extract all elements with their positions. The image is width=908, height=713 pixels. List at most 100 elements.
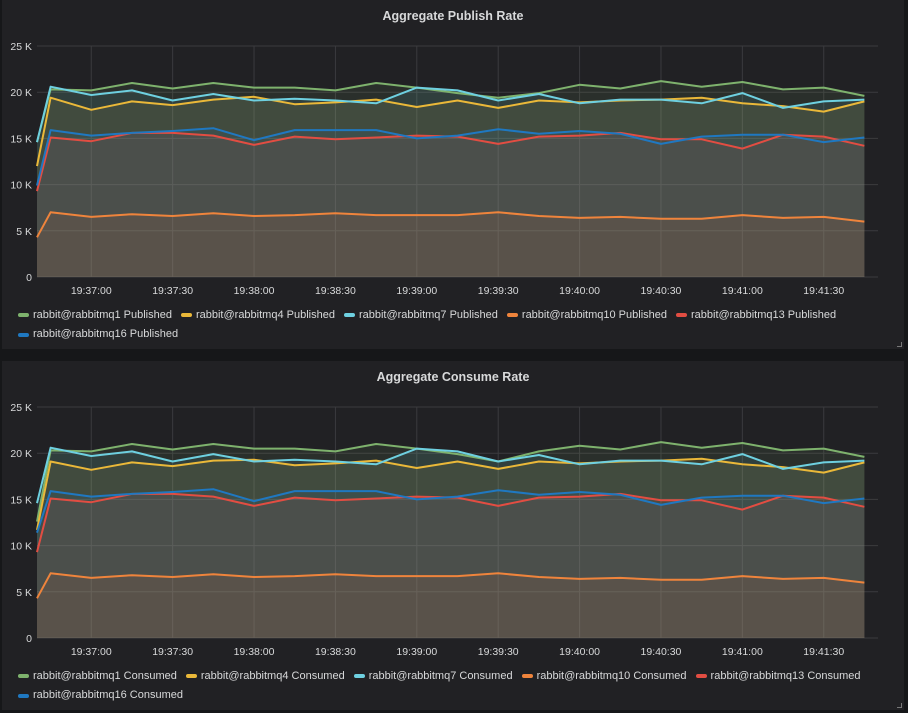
legend-label[interactable]: rabbit@rabbitmq13 Published — [691, 308, 837, 321]
panel-title[interactable]: Aggregate Consume Rate — [376, 370, 530, 384]
series-line — [36, 211, 865, 238]
series-area — [37, 132, 865, 277]
area-fills — [37, 81, 865, 277]
grid — [37, 406, 878, 639]
y-tick-label: 15 K — [10, 494, 32, 506]
legend-color-swatch-icon[interactable] — [18, 674, 29, 678]
legend-item[interactable]: rabbit@rabbitmq16 Published — [18, 325, 178, 344]
y-tick-label: 25 K — [10, 402, 32, 414]
x-tick-label: 19:39:30 — [478, 646, 519, 658]
x-tick-label: 19:40:30 — [641, 646, 682, 658]
x-tick-label: 19:37:30 — [152, 646, 193, 658]
x-tick-label: 19:39:30 — [478, 285, 519, 297]
legend-label[interactable]: rabbit@rabbitmq1 Consumed — [33, 669, 177, 682]
x-tick-label: 19:37:30 — [152, 285, 193, 297]
legend-color-swatch-icon[interactable] — [521, 674, 533, 678]
legend-item[interactable]: rabbit@rabbitmq13 Published — [676, 306, 836, 325]
series-line — [36, 457, 865, 531]
series-area — [37, 442, 865, 638]
x-tick-label: 19:37:00 — [71, 285, 112, 297]
legend-color-swatch-icon[interactable] — [18, 313, 29, 317]
series-line — [36, 80, 865, 143]
series-line — [36, 572, 865, 599]
legend-item[interactable]: rabbit@rabbitmq4 Consumed — [185, 667, 345, 686]
legend-label[interactable]: rabbit@rabbitmq10 Consumed — [536, 669, 687, 682]
series-area — [37, 573, 865, 638]
legend-label[interactable]: rabbit@rabbitmq7 Consumed — [368, 669, 513, 682]
chart-legend: rabbit@rabbitmq1 Consumed rabbit@rabbitmq… — [18, 666, 898, 705]
chart-legend: rabbit@rabbitmq1 Published rabbit@rabbitm… — [18, 305, 898, 344]
series-area — [37, 493, 865, 638]
series-line — [36, 85, 865, 143]
legend-label[interactable]: rabbit@rabbitmq4 Published — [195, 308, 335, 321]
legend-color-swatch-icon[interactable] — [695, 674, 707, 678]
legend-label[interactable]: rabbit@rabbitmq13 Consumed — [710, 669, 861, 682]
resize-handle-icon[interactable] — [897, 703, 902, 708]
series-lines — [36, 441, 865, 599]
legend-label[interactable]: rabbit@rabbitmq10 Published — [521, 308, 667, 321]
legend-label[interactable]: rabbit@rabbitmq16 Published — [33, 328, 179, 340]
legend-label[interactable]: rabbit@rabbitmq7 Published — [358, 308, 498, 321]
series-line — [36, 446, 865, 504]
series-area — [37, 81, 865, 277]
series-area — [37, 447, 865, 638]
legend-color-swatch-icon[interactable] — [343, 313, 355, 317]
y-tick-label: 15 K — [10, 133, 32, 145]
y-tick-label: 0 — [26, 633, 32, 645]
publish-rate-chart: 0 5 K 10 K 15 K 20 K 25 K 19:37:00 19:37:30 19:3… — [10, 41, 878, 297]
legend-item[interactable]: rabbit@rabbitmq10 Published — [506, 306, 667, 325]
consume-rate-chart: 0 5 K 10 K 15 K 20 K 25 K 19:37:00 19:37:30 19:3… — [10, 402, 878, 658]
y-tick-label: 5 K — [16, 226, 32, 238]
x-tick-label: 19:40:00 — [559, 646, 600, 658]
legend-item[interactable]: rabbit@rabbitmq1 Published — [18, 306, 172, 325]
y-tick-label: 5 K — [16, 587, 32, 599]
series-line — [36, 127, 865, 186]
panel-title[interactable]: Aggregate Publish Rate — [382, 9, 524, 23]
legend-item[interactable]: rabbit@rabbitmq16 Consumed — [18, 686, 183, 705]
legend-item[interactable]: rabbit@rabbitmq7 Published — [343, 306, 498, 325]
x-tick-label: 19:39:00 — [396, 646, 437, 658]
series-line — [36, 488, 865, 534]
legend-color-swatch-icon[interactable] — [18, 693, 29, 698]
publish-rate-panel: Aggregate Publish Rate 0 5 K 10 K 15 K 20 K 2… — [2, 0, 904, 349]
series-area — [37, 86, 865, 277]
series-area — [37, 489, 865, 638]
y-tick-label: 25 K — [10, 41, 32, 53]
area-fills — [37, 442, 865, 638]
x-tick-label: 19:40:00 — [559, 285, 600, 297]
legend-color-swatch-icon[interactable] — [18, 332, 29, 337]
series-area — [37, 212, 865, 277]
x-tick-label: 19:37:00 — [71, 646, 112, 658]
x-tick-label: 19:38:00 — [234, 285, 275, 297]
y-tick-label: 0 — [26, 272, 32, 284]
legend-color-swatch-icon[interactable] — [185, 674, 197, 678]
legend-color-swatch-icon[interactable] — [506, 313, 518, 317]
y-tick-label: 20 K — [10, 448, 32, 460]
legend-color-swatch-icon[interactable] — [676, 313, 687, 317]
series-line — [36, 441, 865, 522]
legend-item[interactable]: rabbit@rabbitmq7 Consumed — [353, 667, 513, 686]
x-tick-label: 19:41:30 — [803, 285, 844, 297]
legend-item[interactable]: rabbit@rabbitmq10 Consumed — [521, 667, 687, 686]
x-tick-label: 19:41:00 — [722, 646, 763, 658]
x-tick-label: 19:38:30 — [315, 285, 356, 297]
legend-color-swatch-icon[interactable] — [353, 674, 365, 678]
legend-item[interactable]: rabbit@rabbitmq4 Published — [180, 306, 335, 325]
consume-rate-panel: Aggregate Consume Rate 0 5 K 10 K 15 K 20 K 2… — [2, 361, 904, 710]
y-tick-label: 20 K — [10, 87, 32, 99]
legend-label[interactable]: rabbit@rabbitmq1 Published — [33, 308, 172, 321]
legend-item[interactable]: rabbit@rabbitmq13 Consumed — [695, 667, 861, 686]
legend-color-swatch-icon[interactable] — [180, 313, 192, 317]
series-area — [37, 128, 865, 277]
series-lines — [36, 80, 865, 238]
y-tick-label: 10 K — [10, 541, 32, 553]
legend-item[interactable]: rabbit@rabbitmq1 Consumed — [18, 667, 177, 686]
x-tick-label: 19:38:30 — [315, 646, 356, 658]
y-tick-label: 10 K — [10, 180, 32, 192]
series-line — [36, 95, 865, 167]
legend-label[interactable]: rabbit@rabbitmq4 Consumed — [200, 669, 345, 682]
legend-label[interactable]: rabbit@rabbitmq16 Consumed — [33, 689, 183, 701]
resize-handle-icon[interactable] — [897, 342, 902, 347]
x-tick-label: 19:41:00 — [722, 285, 763, 297]
x-tick-label: 19:39:00 — [396, 285, 437, 297]
